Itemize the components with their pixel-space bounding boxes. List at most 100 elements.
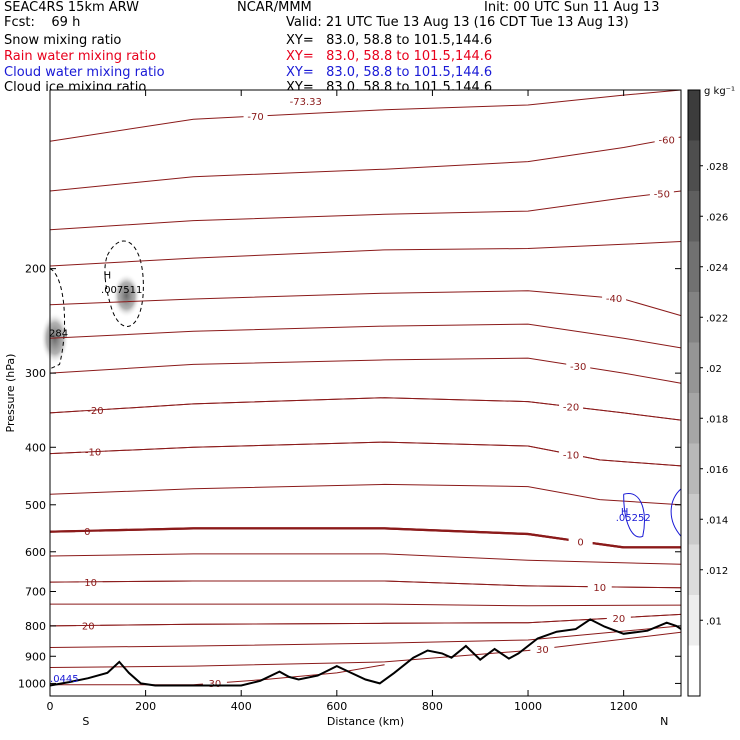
temperature-contour <box>49 625 682 648</box>
contour-label: 20 <box>612 614 625 625</box>
colorbar-swatch <box>688 494 700 545</box>
colorbar-label: .018 <box>706 414 728 425</box>
temperature-contour <box>49 357 682 384</box>
colorbar-swatch <box>688 241 700 293</box>
contour-label-bg <box>606 610 631 624</box>
temperature-contour <box>49 580 682 589</box>
contour-label-bg <box>559 399 584 413</box>
y-tick-label: 300 <box>25 367 46 380</box>
contour-label-bg <box>243 109 268 123</box>
contour-label: 0 <box>577 537 583 548</box>
temperature-contour <box>49 241 682 267</box>
colorbar-swatch <box>688 342 700 394</box>
model-title: SEAC4RS 15km ARW <box>4 0 140 15</box>
contour-label: -30 <box>570 362 586 373</box>
y-tick-label: 700 <box>25 586 46 599</box>
contour-label: -70 <box>247 112 263 123</box>
contour-label: -50 <box>654 189 670 200</box>
contour-label: -20 <box>87 406 103 417</box>
colorbar-swatch <box>688 90 700 141</box>
cloud-water-contour <box>623 493 645 538</box>
x-tick-label: 200 <box>135 700 156 713</box>
contour-label: 10 <box>84 578 97 589</box>
edge-value: 284 <box>49 328 68 339</box>
field-cloud-water-xy: XY= 83.0, 58.8 to 101.5,144.6 <box>286 65 493 80</box>
field-rain: Rain water mixing ratio <box>4 49 157 64</box>
contour-label: -20 <box>563 403 579 414</box>
contour-label-bg <box>587 579 612 593</box>
contour-label: 10 <box>593 583 606 594</box>
cloud-ice-contour <box>104 240 144 327</box>
terrain-profile <box>49 618 682 687</box>
top-value: -73.33 <box>290 97 322 108</box>
colorbar-swatch <box>688 595 700 646</box>
colorbar-label: .028 <box>706 162 728 173</box>
colorbar-swatch <box>688 292 700 343</box>
colorbar-label: .024 <box>706 263 728 274</box>
contour-label-bg <box>602 291 627 305</box>
temperature-contour <box>50 603 682 607</box>
y-tick-label: 1000 <box>18 677 46 690</box>
contour-label-bg <box>654 132 679 146</box>
contour-label: 0 <box>84 527 90 538</box>
cloud-ice-contour <box>49 268 66 370</box>
y-tick-label: 500 <box>25 499 46 512</box>
contour-label-bg <box>649 186 674 200</box>
temperature-contour <box>49 613 682 627</box>
contour-label: -10 <box>85 448 101 459</box>
cloud-water-contour <box>670 488 682 537</box>
colorbar-swatch <box>688 544 700 596</box>
temperature-contour <box>49 441 682 467</box>
colorbar-label: .016 <box>706 465 728 476</box>
contour-label: -10 <box>563 450 579 461</box>
x-tick-label: 0 <box>47 700 54 713</box>
contour-label-bg <box>568 534 593 548</box>
colorbar-label: .012 <box>706 566 728 577</box>
temperature-contour <box>49 631 682 668</box>
colorbar-label: .014 <box>706 515 728 526</box>
high-marker: H <box>621 507 629 518</box>
field-snow: Snow mixing ratio <box>4 33 122 48</box>
colorbar-swatch <box>688 191 700 242</box>
axes: 0 200 400 600 800 1000 12002003004005006007008… <box>4 89 682 728</box>
high-marker: H <box>104 271 112 282</box>
temperature-contour <box>49 323 682 349</box>
y-axis-label: Pressure (hPa) <box>4 354 17 433</box>
contour-label: -60 <box>658 136 674 147</box>
temperature-contour <box>49 553 682 565</box>
x-axis-label: Distance (km) <box>327 715 404 728</box>
y-tick-label: 900 <box>25 650 46 663</box>
temperature-contour <box>49 89 682 142</box>
terrain-line <box>49 618 682 687</box>
field-rain-xy: XY= 83.0, 58.8 to 101.5,144.6 <box>286 49 493 64</box>
colorbar: .028 .026 .024 .022 .02 .018 .016 .014 .012 .01 g … <box>687 86 735 697</box>
contour-label: 30 <box>536 645 549 656</box>
field-snow-xy: XY= 83.0, 58.8 to 101.5,144.6 <box>286 33 493 48</box>
valid-time: Valid: 21 UTC Tue 13 Aug 13 (16 CDT Tue … <box>286 15 629 30</box>
x-tick-label: 600 <box>326 700 347 713</box>
plot-frame <box>49 89 682 697</box>
y-tick-label: 600 <box>25 546 46 559</box>
plot-area <box>50 90 681 696</box>
temperature-contour <box>49 527 681 549</box>
field-cloud-water: Cloud water mixing ratio <box>4 65 165 80</box>
colorbar-label: .01 <box>706 616 722 627</box>
high-value: .007511 <box>101 285 142 296</box>
temperature-contour <box>49 190 682 231</box>
colorbar-label: .026 <box>706 212 728 223</box>
high-value: .05252 <box>616 513 651 524</box>
temperature-contour <box>49 397 682 421</box>
contour-label-bg <box>559 447 584 461</box>
south-label: S <box>82 715 89 728</box>
colorbar-swatch <box>688 645 700 697</box>
colorbar-frame <box>687 89 701 697</box>
contour-label-bg <box>530 641 555 655</box>
temperature-contour <box>49 483 682 506</box>
y-tick-label: 800 <box>25 620 46 633</box>
temperature-contour <box>49 290 682 317</box>
contour-label: 20 <box>82 621 95 632</box>
contour-label-bg <box>566 359 591 373</box>
